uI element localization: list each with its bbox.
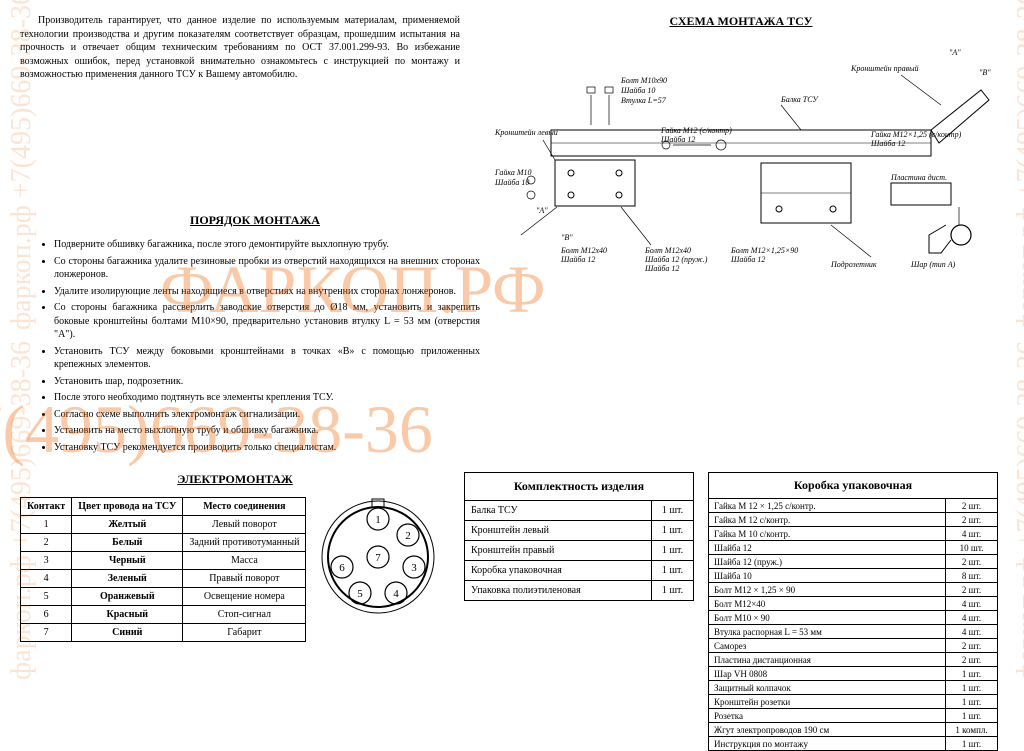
- box-title: Коробка упаковочная: [709, 473, 998, 499]
- step-item: После этого необходимо подтянуть все эле…: [54, 391, 480, 405]
- svg-text:1: 1: [376, 514, 382, 526]
- table-row: Балка ТСУ1 шт.: [465, 501, 694, 521]
- svg-text:6: 6: [340, 562, 346, 574]
- table-row: Кронштейн розетки1 шт.: [709, 695, 998, 709]
- table-row: Болт М12×404 шт.: [709, 597, 998, 611]
- step-item: Согласно схеме выполнить электромонтаж с…: [54, 408, 480, 422]
- label-nut-m10: Гайка М10: [494, 168, 532, 177]
- packaging-box-table: Коробка упаковочная Гайка М 12 × 1,25 с/…: [708, 472, 998, 751]
- electrical-wiring-table: КонтактЦвет провода на ТСУМесто соединен…: [20, 497, 306, 642]
- label-bolt-m12x40a: Болт М12х40: [560, 246, 607, 255]
- table-row: Шайба 1210 шт.: [709, 541, 998, 555]
- label-bracket-left: Кронштейн левый: [494, 128, 558, 137]
- table-row: 4ЗеленыйПравый поворот: [21, 570, 306, 588]
- label-A-tr: "А": [949, 48, 961, 57]
- assembly-diagram: Балка ТСУ Кронштейн левый Кронштейн прав…: [491, 35, 991, 295]
- label-washer12d: Шайба 12: [644, 264, 679, 273]
- scheme-column: СХЕМА МОНТАЖА ТСУ: [478, 14, 1004, 295]
- label-bush: Втулка L=57: [621, 96, 667, 105]
- connector-diagram: 1 2 3 4 5 6 7: [318, 497, 438, 617]
- step-item: Установку ТСУ рекомендуется производить …: [54, 441, 480, 455]
- electrical-column: ЭЛЕКТРОМОНТАЖ КонтактЦвет провода на ТСУ…: [20, 472, 450, 642]
- scheme-title: СХЕМА МОНТАЖА ТСУ: [478, 14, 1004, 29]
- label-bolt-m12x125x90: Болт М12×1,25×90: [730, 246, 798, 255]
- table-row: Гайка М 12 с/контр.2 шт.: [709, 513, 998, 527]
- table-row: Розетка1 шт.: [709, 709, 998, 723]
- kit-title: Комплектность изделия: [465, 473, 694, 501]
- kit-contents-table: Комплектность изделия Балка ТСУ1 шт.Крон…: [464, 472, 694, 601]
- table-row: Защитный колпачок1 шт.: [709, 681, 998, 695]
- elec-header: Контакт: [21, 498, 72, 516]
- label-washer12spring: Шайба 12 (пруж.): [644, 255, 708, 264]
- table-row: Кронштейн левый1 шт.: [465, 521, 694, 541]
- label-washer10: Шайба 10: [620, 86, 655, 95]
- label-beam: Балка ТСУ: [780, 95, 819, 104]
- page-container: Производитель гарантирует, что данное из…: [0, 0, 1024, 724]
- step-item: Удалите изолирующие ленты находящиеся в …: [54, 285, 480, 299]
- table-row: Шайба 12 (пруж.)2 шт.: [709, 555, 998, 569]
- table-row: Шар VH 08081 шт.: [709, 667, 998, 681]
- label-plate: Пластина дист.: [890, 173, 947, 182]
- elec-header: Место соединения: [183, 498, 306, 516]
- table-row: 1ЖелтыйЛевый поворот: [21, 516, 306, 534]
- table-row: Саморез2 шт.: [709, 639, 998, 653]
- table-row: Кронштейн правый1 шт.: [465, 541, 694, 561]
- label-B-bl: "В": [561, 233, 573, 242]
- table-row: Инструкция по монтажу1 шт.: [709, 737, 998, 751]
- label-washer12a: Шайба 12: [660, 135, 695, 144]
- top-region: Производитель гарантирует, что данное из…: [20, 14, 1004, 295]
- table-row: Пластина дистанционная2 шт.: [709, 653, 998, 667]
- label-A-bl: "А": [536, 206, 548, 215]
- table-row: Втулка распорная L = 53 мм4 шт.: [709, 625, 998, 639]
- label-socket: Подрозетник: [830, 260, 877, 269]
- label-washer12e: Шайба 12: [730, 255, 765, 264]
- table-row: 6КрасныйСтоп-сигнал: [21, 606, 306, 624]
- table-row: 2БелыйЗадний противотуманный: [21, 534, 306, 552]
- svg-text:3: 3: [412, 562, 418, 574]
- label-bolt-m10x90: Болт М10х90: [620, 76, 667, 85]
- table-row: Гайка М 10 с/контр.4 шт.: [709, 527, 998, 541]
- svg-text:7: 7: [376, 552, 382, 564]
- table-row: Гайка М 12 × 1,25 с/контр.2 шт.: [709, 499, 998, 513]
- label-bolt-m12x40b: Болт М12х40: [644, 246, 691, 255]
- table-row: Жгут электропроводов 190 см1 компл.: [709, 723, 998, 737]
- label-ball: Шар (тип А): [910, 260, 956, 269]
- label-bracket-right: Кронштейн правый: [850, 64, 919, 73]
- label-washer12c: Шайба 12: [560, 255, 595, 264]
- step-item: Установить на место выхлопную трубу и об…: [54, 424, 480, 438]
- table-row: Шайба 108 шт.: [709, 569, 998, 583]
- table-row: 3ЧерныйМасса: [21, 552, 306, 570]
- table-row: Болт М12 × 1,25 × 902 шт.: [709, 583, 998, 597]
- label-washer12b: Шайба 12: [870, 139, 905, 148]
- intro-paragraph: Производитель гарантирует, что данное из…: [20, 14, 460, 295]
- step-item: Со стороны багажника рассверлить заводск…: [54, 301, 480, 342]
- elec-header: Цвет провода на ТСУ: [72, 498, 183, 516]
- svg-text:5: 5: [358, 588, 364, 600]
- svg-text:2: 2: [406, 530, 412, 542]
- label-B-tr: "В": [979, 68, 991, 77]
- table-row: Упаковка полиэтиленовая1 шт.: [465, 581, 694, 601]
- table-row: 5ОранжевыйОсвещение номера: [21, 588, 306, 606]
- table-row: Коробка упаковочная1 шт.: [465, 561, 694, 581]
- svg-text:4: 4: [394, 588, 400, 600]
- table-row: 7СинийГабарит: [21, 624, 306, 642]
- label-washer10b: Шайба 10: [494, 178, 529, 187]
- table-row: Болт М10 × 904 шт.: [709, 611, 998, 625]
- label-nut-m12x125: Гайка М12×1,25 (с/контр): [870, 130, 962, 139]
- label-nut-m12: Гайка М12 (с/контр): [660, 126, 732, 135]
- step-item: Установить шар, подрозетник.: [54, 375, 480, 389]
- bottom-region: ЭЛЕКТРОМОНТАЖ КонтактЦвет провода на ТСУ…: [20, 472, 1004, 751]
- electrical-title: ЭЛЕКТРОМОНТАЖ: [20, 472, 450, 487]
- step-item: Установить ТСУ между боковыми кронштейна…: [54, 345, 480, 372]
